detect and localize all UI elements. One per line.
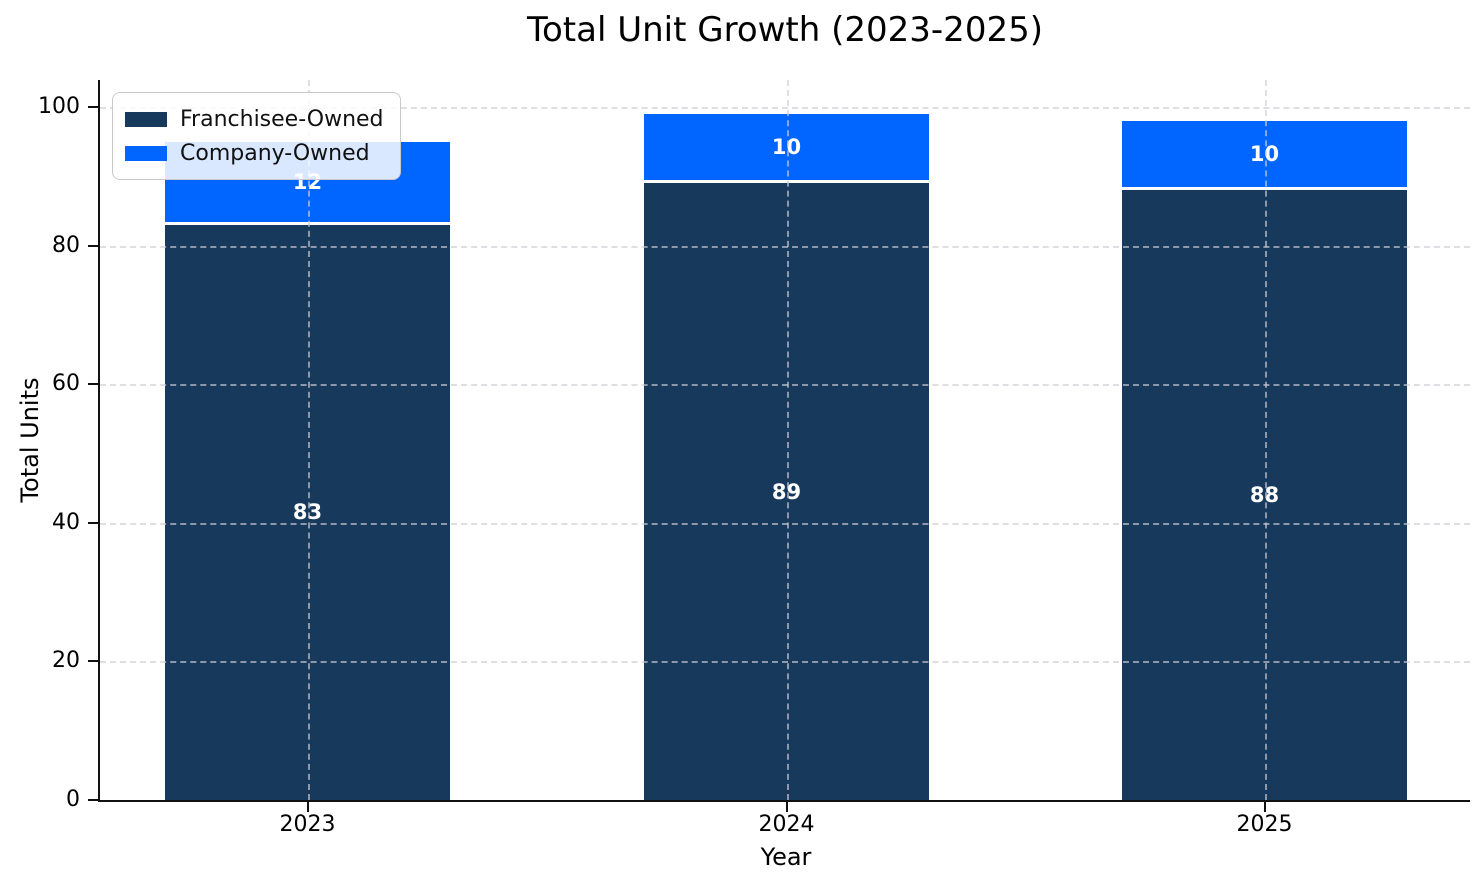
legend-label-franchisee-owned: Franchisee-Owned bbox=[180, 106, 384, 132]
legend-item-franchisee-owned: Franchisee-Owned bbox=[125, 102, 384, 136]
y-tick-100 bbox=[88, 106, 98, 108]
y-tick-60 bbox=[88, 383, 98, 386]
axis-ticks-layer: 0 20 40 60 80 100 2023 2024 2025 bbox=[38, 80, 1470, 837]
x-axis-label: Year bbox=[760, 843, 812, 871]
x-tick-2025 bbox=[1263, 802, 1266, 812]
gridline-x-2023 bbox=[307, 80, 310, 800]
gridline-y-40 bbox=[100, 522, 1470, 525]
legend: Franchisee-Owned Company-Owned bbox=[112, 92, 401, 180]
bar-value-label: 88 bbox=[1249, 483, 1280, 508]
y-tick-label-60: 60 bbox=[52, 371, 80, 397]
plot-area: 83 12 89 10 88 10 0 20 40 60 80 100 2023 2024 2025 Fr… bbox=[38, 80, 1470, 871]
legend-label-company-owned: Company-Owned bbox=[180, 140, 370, 166]
legend-swatch-franchisee-owned bbox=[125, 111, 167, 127]
x-tick-2023 bbox=[306, 802, 309, 812]
gridline-y-80 bbox=[100, 245, 1470, 248]
y-tick-20 bbox=[88, 660, 98, 663]
y-tick-label-80: 80 bbox=[52, 232, 80, 258]
y-tick-label-40: 40 bbox=[52, 509, 80, 535]
gridline-y-60 bbox=[100, 384, 1470, 387]
y-tick-label-100: 100 bbox=[38, 94, 80, 119]
gridline-x-2024 bbox=[786, 80, 789, 800]
y-tick-40 bbox=[88, 521, 98, 524]
bar-value-label: 89 bbox=[771, 479, 802, 504]
y-tick-80 bbox=[88, 244, 98, 247]
y-axis-spine bbox=[98, 80, 100, 802]
gridline-y-100 bbox=[100, 107, 1470, 109]
bar-value-label: 10 bbox=[1249, 142, 1280, 167]
y-tick-label-0: 0 bbox=[66, 787, 80, 812]
bar-value-label: 10 bbox=[771, 135, 802, 160]
bar-value-label: 83 bbox=[292, 500, 323, 525]
gridline-x-2025 bbox=[1264, 80, 1267, 800]
legend-item-company-owned: Company-Owned bbox=[125, 136, 384, 170]
grid-layer bbox=[100, 80, 1470, 800]
y-tick-label-20: 20 bbox=[52, 648, 80, 674]
x-tick-2024 bbox=[785, 802, 788, 812]
x-axis-spine bbox=[98, 800, 1470, 802]
legend-swatch-company-owned bbox=[125, 145, 167, 161]
x-tick-label-2025: 2025 bbox=[1236, 812, 1293, 837]
x-tick-label-2023: 2023 bbox=[279, 812, 336, 837]
chart-title: Total Unit Growth (2023-2025) bbox=[527, 10, 1043, 50]
y-tick-0 bbox=[88, 799, 98, 801]
gridline-y-20 bbox=[100, 661, 1470, 664]
x-tick-label-2024: 2024 bbox=[758, 812, 815, 837]
